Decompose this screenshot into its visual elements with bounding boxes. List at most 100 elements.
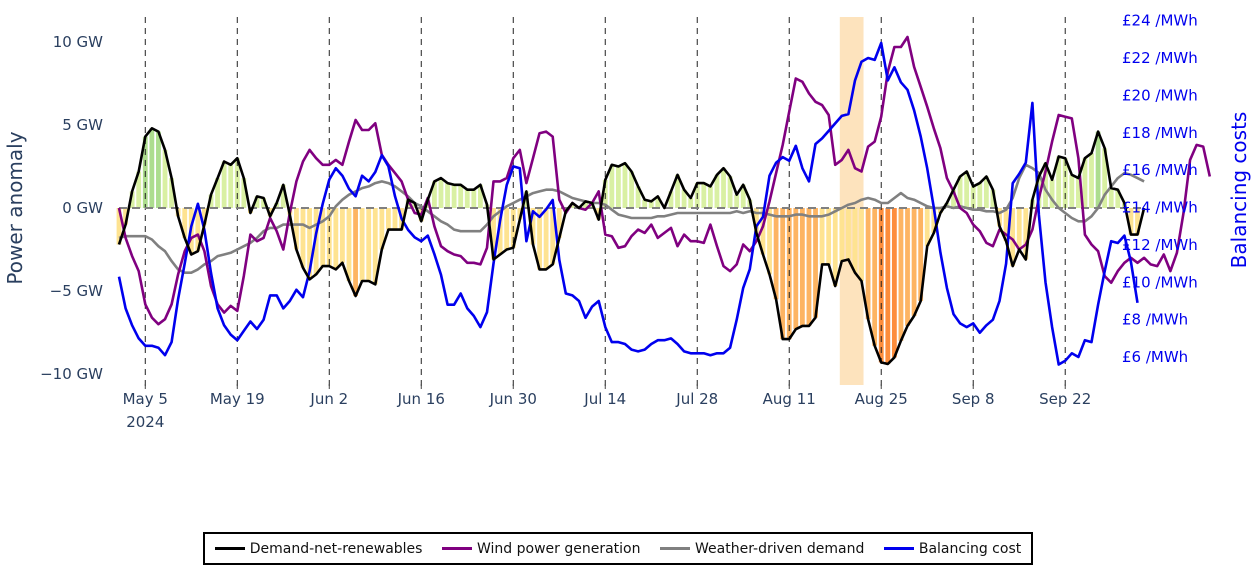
anomaly-fill-bars [116,128,1140,365]
anomaly-bar [622,163,628,208]
anomaly-bar [1115,189,1121,208]
anomaly-bar [379,208,385,250]
legend-item-weather-driven-demand[interactable]: Weather-driven demand [660,541,864,557]
anomaly-bar [740,184,746,208]
anomaly-bar [537,208,542,270]
legend-label: Demand-net-renewables [249,540,423,557]
anomaly-bar [793,208,799,330]
anomaly-bar [569,203,575,208]
anomaly-bar [386,208,391,230]
anomaly-bar [937,208,943,213]
anomaly-bar [767,208,772,275]
legend: Demand-net-renewables Wind power generat… [203,532,1033,565]
x-tick-label: May 5 [123,390,168,408]
left-tick-label: −5 GW [50,282,104,300]
anomaly-bar [1108,188,1114,208]
anomaly-bar [451,184,457,208]
anomaly-bar [1010,208,1016,267]
right-tick-label: £14 /MWh [1122,199,1198,217]
left-tick-label: 0 GW [62,199,103,217]
anomaly-bar [655,196,661,208]
anomaly-bar [773,208,779,300]
left-tick-label: −10 GW [40,365,103,383]
anomaly-bar [1049,179,1055,208]
left-axis-title: Power anomaly [3,131,27,284]
anomaly-bar [267,208,273,217]
anomaly-bar [254,196,260,208]
anomaly-bar [885,208,891,365]
anomaly-bar [543,208,549,270]
highlight-band [839,17,864,385]
anomaly-bar [320,208,326,267]
legend-swatch-wind-power-generation [441,547,472,550]
left-tick-label: 10 GW [53,33,103,51]
legend-item-demand-net-renewables[interactable]: Demand-net-renewables [214,540,423,557]
right-tick-label: £20 /MWh [1122,86,1198,104]
right-tick-label: £22 /MWh [1122,49,1198,67]
anomaly-bar [1135,208,1140,235]
anomaly-bar [688,198,694,208]
anomaly-bar [1075,178,1081,208]
chart: 10 GW 5 GW 0 GW −5 GW −10 GW £24 /MWh £22 /MW… [3,12,1251,431]
legend-item-wind-power-generation[interactable]: Wind power generation [441,540,641,557]
anomaly-bar [1056,156,1062,208]
anomaly-bar [721,168,726,208]
anomaly-bar [1023,208,1029,260]
anomaly-bar [432,181,437,208]
x-tick-label: May 19 [210,390,265,408]
anomaly-bar [681,189,687,208]
anomaly-bar [839,208,845,262]
anomaly-bar [372,208,378,285]
anomaly-bar [228,164,234,208]
anomaly-bar [635,186,641,208]
series-weather-driven-demand [118,163,1145,275]
anomaly-bar [615,166,621,208]
x-tick-label: Aug 11 [763,390,816,408]
right-tick-label: £16 /MWh [1122,161,1198,179]
anomaly-bar [734,194,740,208]
legend-swatch-demand-net-renewables [214,547,245,550]
anomaly-bar [813,208,818,318]
anomaly-bar [195,208,201,252]
anomaly-bar [1095,131,1101,208]
anomaly-bar [215,178,220,208]
anomaly-bar [760,208,766,255]
anomaly-bar [202,208,207,225]
anomaly-bar [353,208,358,296]
anomaly-bar [898,208,904,341]
x-tick-label: Jul 14 [583,390,626,408]
right-axis-title: Balancing costs [1227,112,1251,269]
x-tick-label: Aug 25 [855,390,908,408]
legend-label: Wind power generation [476,540,641,557]
anomaly-bar [1016,208,1022,250]
anomaly-bar [911,208,917,316]
anomaly-bar [668,191,674,208]
x-tick-label: Jun 16 [397,390,445,408]
series-demand-net-renewables [117,127,1146,366]
anomaly-bar [1069,174,1075,208]
anomaly-bar [280,184,286,208]
anomaly-bar [471,189,477,208]
anomaly-bar [806,208,812,326]
right-tick-label: £10 /MWh [1122,273,1198,291]
right-tick-label: £8 /MWh [1122,311,1188,329]
anomaly-bar [957,176,963,208]
right-axis-ticks: £24 /MWh £22 /MWh £20 /MWh £18 /MWh £16 /MWh… [1122,12,1198,366]
anomaly-bar [1082,158,1088,208]
anomaly-bar [826,208,832,265]
anomaly-bar [675,174,680,208]
anomaly-bar [799,208,805,326]
anomaly-bar [990,189,996,208]
anomaly-bar [642,199,648,208]
legend-item-balancing-cost[interactable]: Balancing cost [883,541,1021,557]
anomaly-bar [162,149,168,208]
anomaly-bar [951,189,956,208]
anomaly-bar [530,208,536,245]
anomaly-bar [977,183,983,208]
anomaly-bar [123,208,128,225]
anomaly-bar [1102,148,1108,208]
anomaly-bar [648,201,654,208]
anomaly-bar [865,208,871,320]
anomaly-bar [819,208,825,265]
anomaly-bar [845,208,851,260]
